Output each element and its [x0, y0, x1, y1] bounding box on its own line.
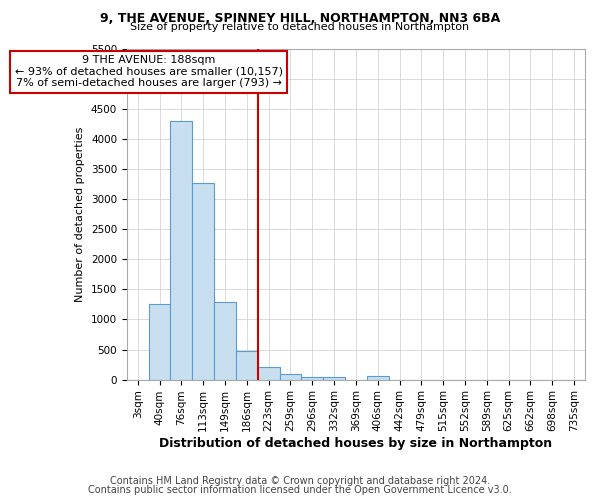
- Bar: [236, 350, 258, 380]
- Bar: [367, 376, 389, 380]
- Text: 9 THE AVENUE: 188sqm
← 93% of detached houses are smaller (10,157)
7% of semi-de: 9 THE AVENUE: 188sqm ← 93% of detached h…: [14, 55, 283, 88]
- Bar: [323, 378, 345, 380]
- Bar: [258, 367, 280, 380]
- Text: Contains HM Land Registry data © Crown copyright and database right 2024.: Contains HM Land Registry data © Crown c…: [110, 476, 490, 486]
- X-axis label: Distribution of detached houses by size in Northampton: Distribution of detached houses by size …: [160, 437, 553, 450]
- Y-axis label: Number of detached properties: Number of detached properties: [76, 126, 85, 302]
- Bar: [149, 304, 170, 380]
- Bar: [301, 377, 323, 380]
- Text: Contains public sector information licensed under the Open Government Licence v3: Contains public sector information licen…: [88, 485, 512, 495]
- Bar: [214, 302, 236, 380]
- Bar: [193, 183, 214, 380]
- Bar: [280, 374, 301, 380]
- Bar: [170, 121, 193, 380]
- Text: Size of property relative to detached houses in Northampton: Size of property relative to detached ho…: [130, 22, 470, 32]
- Text: 9, THE AVENUE, SPINNEY HILL, NORTHAMPTON, NN3 6BA: 9, THE AVENUE, SPINNEY HILL, NORTHAMPTON…: [100, 12, 500, 26]
